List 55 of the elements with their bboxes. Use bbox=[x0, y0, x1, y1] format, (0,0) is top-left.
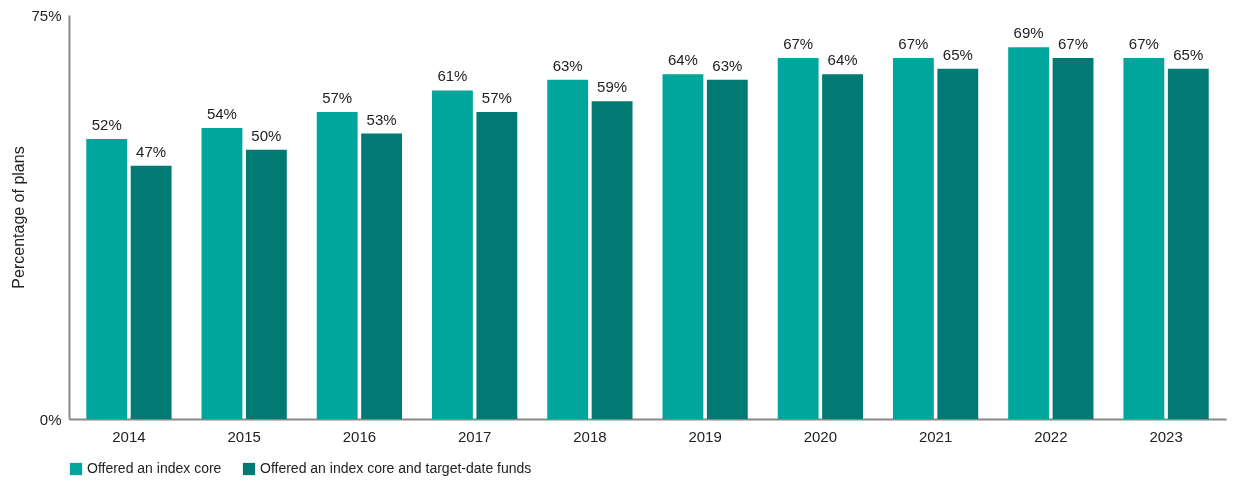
data-label: 67% bbox=[898, 35, 929, 53]
x-tick-label: 2015 bbox=[227, 427, 261, 445]
bar bbox=[547, 79, 589, 419]
data-label: 67% bbox=[1128, 35, 1159, 53]
data-label: 65% bbox=[1173, 45, 1204, 63]
bar bbox=[937, 68, 979, 419]
x-tick-label: 2020 bbox=[803, 427, 838, 445]
bar bbox=[432, 90, 473, 419]
bar bbox=[130, 165, 172, 419]
legend-label: Offered an index core and target-date funds bbox=[260, 460, 532, 476]
x-tick-label: 2023 bbox=[1149, 427, 1183, 445]
data-label: 59% bbox=[597, 78, 628, 96]
data-label: 57% bbox=[481, 88, 512, 106]
data-label: 64% bbox=[667, 51, 698, 69]
data-label: 52% bbox=[91, 115, 122, 133]
bar bbox=[316, 111, 358, 419]
bar bbox=[1123, 58, 1165, 419]
bar bbox=[361, 133, 403, 419]
legend-label: Offered an index core bbox=[87, 460, 222, 476]
data-label: 61% bbox=[437, 67, 468, 85]
x-tick-label: 2022 bbox=[1034, 427, 1068, 445]
x-tick-label: 2018 bbox=[573, 427, 607, 445]
bar bbox=[892, 58, 934, 419]
data-label: 53% bbox=[366, 110, 397, 128]
y-axis-title: Percentage of plans bbox=[10, 146, 28, 289]
data-label: 63% bbox=[552, 56, 583, 74]
data-label: 63% bbox=[712, 56, 743, 74]
bar bbox=[1052, 58, 1094, 419]
bar bbox=[201, 128, 243, 419]
data-label: 67% bbox=[1058, 35, 1089, 53]
bar bbox=[245, 149, 287, 419]
bar bbox=[476, 111, 518, 419]
x-tick-label: 2019 bbox=[688, 427, 722, 445]
bar bbox=[1008, 47, 1050, 419]
x-tick-label: 2017 bbox=[457, 427, 492, 445]
data-label: 50% bbox=[251, 126, 282, 144]
bar bbox=[662, 74, 704, 419]
bar bbox=[706, 79, 748, 419]
data-label: 64% bbox=[827, 51, 858, 69]
bar bbox=[591, 101, 633, 419]
data-label: 67% bbox=[783, 35, 814, 53]
data-label: 69% bbox=[1013, 24, 1044, 42]
bar bbox=[86, 138, 128, 419]
bar bbox=[777, 58, 819, 419]
bar bbox=[822, 74, 863, 419]
data-label: 65% bbox=[942, 45, 973, 63]
x-tick-label: 2016 bbox=[342, 427, 377, 445]
x-tick-label: 2014 bbox=[112, 427, 146, 445]
y-tick-label: 0% bbox=[39, 410, 62, 428]
data-label: 47% bbox=[136, 142, 167, 160]
data-label: 57% bbox=[322, 88, 353, 106]
data-label: 54% bbox=[206, 105, 237, 123]
bar bbox=[1167, 68, 1209, 419]
y-tick-label: 75% bbox=[31, 6, 62, 24]
x-tick-label: 2021 bbox=[918, 427, 953, 445]
